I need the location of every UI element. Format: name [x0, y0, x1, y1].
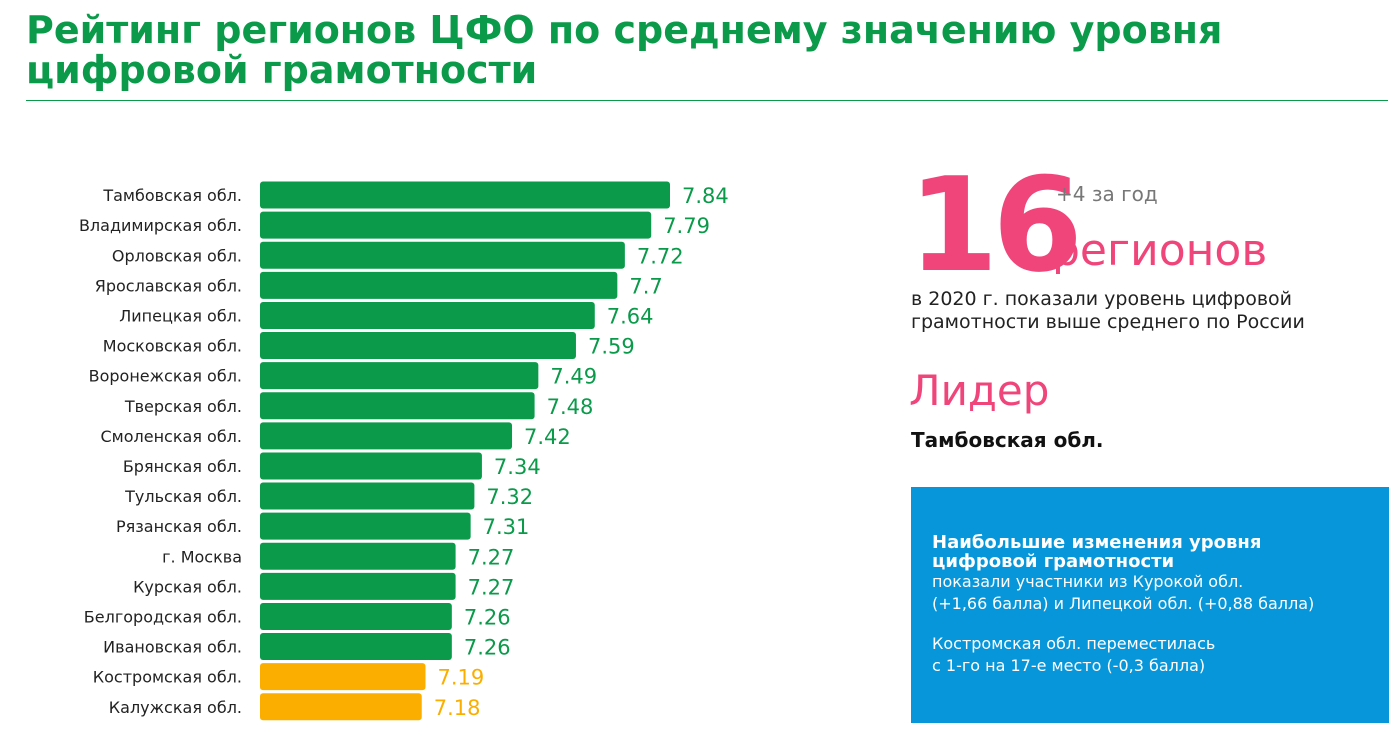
- stat-delta: +4 за год: [1056, 182, 1158, 206]
- bar: [260, 633, 452, 661]
- value-label: 7.18: [434, 696, 481, 720]
- category-label: Липецкая обл.: [119, 306, 242, 325]
- category-label: Ивановская обл.: [103, 638, 242, 657]
- info-box-line-3: Костромская обл. переместилась: [932, 634, 1216, 653]
- bar: [260, 572, 456, 600]
- bar: [260, 241, 625, 269]
- bar-chart: Тамбовская обл. 7.84 Владимирская обл. 7.79…: [79, 181, 729, 721]
- info-box: Наибольшие изменения уровня цифровой гра…: [911, 487, 1389, 723]
- value-label: 7.84: [682, 184, 729, 208]
- bar: [260, 693, 422, 721]
- category-label: г. Москва: [162, 547, 242, 566]
- stat-unit: регионов: [1052, 225, 1268, 276]
- category-label: Калужская обл.: [109, 698, 242, 717]
- category-label: Воронежская обл.: [89, 367, 242, 386]
- value-label: 7.7: [629, 274, 662, 298]
- category-label: Костромская обл.: [93, 668, 242, 687]
- bar: [260, 422, 513, 450]
- value-label: 7.42: [524, 425, 571, 449]
- bar: [260, 512, 471, 540]
- category-label: Московская обл.: [103, 337, 242, 356]
- category-label: Рязанская обл.: [116, 517, 242, 536]
- info-box-line-4: с 1-го на 17-е место (-0,3 балла): [932, 656, 1206, 675]
- category-label: Орловская обл.: [112, 246, 242, 265]
- stat-number: 16: [908, 149, 1083, 301]
- category-label: Тамбовская обл.: [102, 186, 242, 205]
- info-box-line-1: показали участники из Курокой обл.: [932, 572, 1244, 591]
- title-divider: [26, 100, 1388, 101]
- bar: [260, 482, 475, 510]
- value-label: 7.26: [464, 605, 511, 629]
- value-label: 7.59: [588, 335, 635, 359]
- value-label: 7.72: [637, 244, 684, 268]
- category-label: Тверская обл.: [124, 397, 242, 416]
- leader-label: Лидер: [909, 366, 1050, 415]
- bar: [260, 452, 482, 480]
- value-label: 7.27: [468, 545, 515, 569]
- value-label: 7.79: [663, 214, 710, 238]
- value-label: 7.64: [607, 304, 654, 328]
- category-label: Брянская обл.: [123, 457, 242, 476]
- bar: [260, 362, 539, 390]
- bar: [260, 392, 535, 420]
- bar: [260, 663, 426, 691]
- stat-description: в 2020 г. показали уровень цифровой грам…: [911, 288, 1305, 333]
- value-label: 7.32: [486, 485, 533, 509]
- bar: [260, 332, 576, 360]
- leader-name: Тамбовская обл.: [911, 428, 1104, 452]
- value-label: 7.19: [438, 666, 485, 690]
- bar: [260, 542, 456, 570]
- value-label: 7.48: [547, 395, 594, 419]
- bar: [260, 602, 452, 630]
- value-label: 7.27: [468, 575, 515, 599]
- value-label: 7.26: [464, 636, 511, 660]
- value-label: 7.34: [494, 455, 541, 479]
- bar: [260, 211, 652, 239]
- category-label: Владимирская обл.: [79, 216, 242, 235]
- category-label: Ярославская обл.: [95, 276, 242, 295]
- bar: [260, 301, 595, 329]
- value-label: 7.31: [483, 515, 530, 539]
- category-label: Курская обл.: [133, 577, 242, 596]
- value-label: 7.49: [550, 365, 597, 389]
- category-label: Белгородская обл.: [84, 607, 242, 626]
- bar: [260, 181, 670, 209]
- info-box-line-2: (+1,66 балла) и Липецкой обл. (+0,88 бал…: [932, 594, 1315, 613]
- page-title: Рейтинг регионов ЦФО по среднему значени…: [26, 8, 1223, 92]
- info-box-title: Наибольшие изменения уровня цифровой гра…: [932, 532, 1262, 572]
- category-label: Смоленская обл.: [100, 427, 242, 446]
- category-label: Тульская обл.: [124, 487, 242, 506]
- bar: [260, 271, 618, 299]
